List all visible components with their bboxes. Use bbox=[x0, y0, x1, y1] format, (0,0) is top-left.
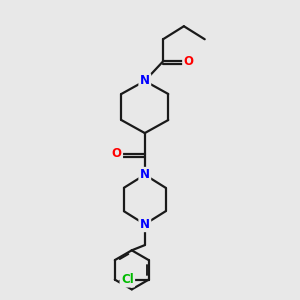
Text: N: N bbox=[140, 218, 150, 231]
Text: O: O bbox=[112, 147, 122, 161]
Text: O: O bbox=[184, 55, 194, 68]
Text: N: N bbox=[140, 168, 150, 181]
Text: Cl: Cl bbox=[121, 273, 134, 286]
Text: N: N bbox=[140, 74, 150, 87]
